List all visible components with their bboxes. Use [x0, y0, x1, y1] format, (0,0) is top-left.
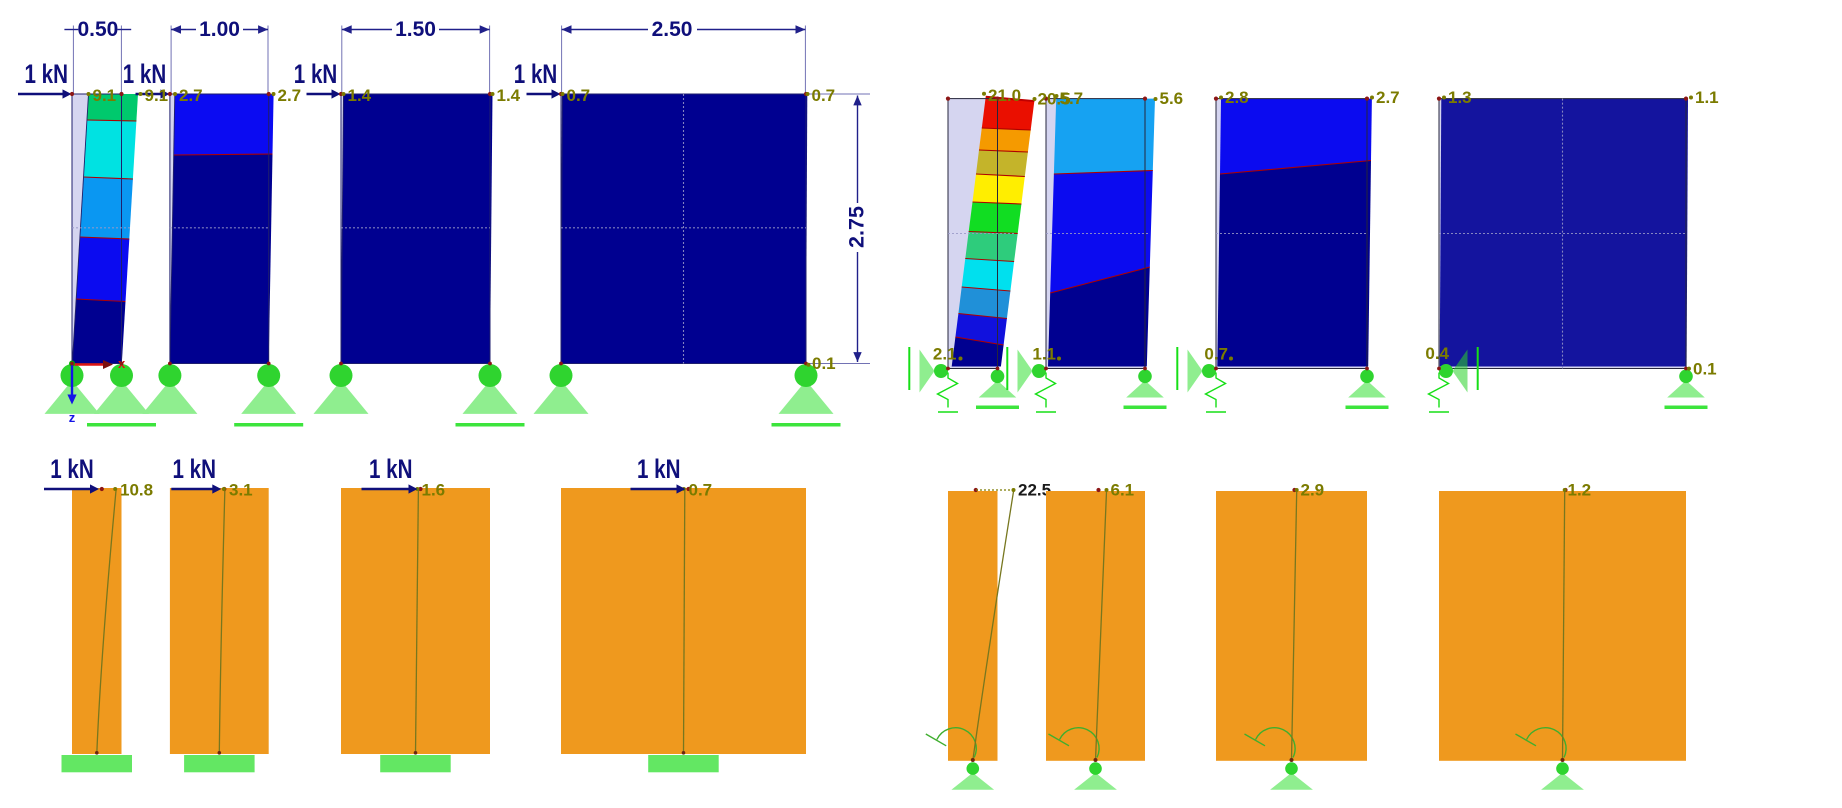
svg-text:0.7: 0.7 — [1204, 345, 1228, 364]
svg-text:20.5: 20.5 — [1038, 90, 1071, 109]
svg-text:2.1: 2.1 — [933, 345, 957, 364]
svg-text:z: z — [69, 410, 76, 425]
svg-text:1.50: 1.50 — [395, 18, 436, 41]
svg-text:0.50: 0.50 — [77, 18, 118, 41]
svg-text:1 kN: 1 kN — [25, 59, 69, 89]
svg-text:5.6: 5.6 — [1160, 89, 1184, 108]
svg-text:1.3: 1.3 — [1448, 88, 1472, 107]
svg-text:0.7: 0.7 — [689, 481, 713, 500]
svg-text:1 kN: 1 kN — [514, 59, 558, 89]
svg-text:1.4: 1.4 — [497, 86, 521, 105]
svg-text:1 kN: 1 kN — [637, 454, 681, 484]
svg-text:10.8: 10.8 — [120, 481, 153, 500]
svg-text:0.1: 0.1 — [1693, 360, 1717, 379]
svg-text:2.7: 2.7 — [1376, 88, 1400, 107]
svg-text:1.1: 1.1 — [1032, 345, 1056, 364]
svg-text:21.0: 21.0 — [988, 86, 1021, 105]
svg-text:1.6: 1.6 — [422, 481, 446, 500]
svg-text:1 kN: 1 kN — [50, 454, 94, 484]
svg-text:2.9: 2.9 — [1301, 481, 1325, 500]
svg-text:6.1: 6.1 — [1111, 481, 1135, 500]
svg-text:1.1: 1.1 — [1695, 88, 1719, 107]
svg-text:0.7: 0.7 — [812, 86, 836, 105]
svg-text:9.1: 9.1 — [93, 86, 117, 105]
svg-text:2.7: 2.7 — [278, 86, 302, 105]
svg-text:1.4: 1.4 — [348, 86, 372, 105]
svg-text:2.7: 2.7 — [179, 86, 203, 105]
svg-text:1 kN: 1 kN — [173, 454, 217, 484]
svg-text:0.1: 0.1 — [812, 354, 836, 373]
svg-text:0.7: 0.7 — [567, 86, 591, 105]
svg-text:2.50: 2.50 — [652, 18, 693, 41]
svg-text:2.8: 2.8 — [1225, 88, 1249, 107]
svg-text:5.7: 5.7 — [1060, 89, 1084, 108]
svg-text:1 kN: 1 kN — [369, 454, 413, 484]
svg-text:1.2: 1.2 — [1568, 481, 1592, 500]
svg-text:1.00: 1.00 — [199, 18, 240, 41]
svg-text:0.4: 0.4 — [1425, 344, 1449, 363]
svg-text:22.5: 22.5 — [1018, 481, 1051, 500]
svg-text:9.1: 9.1 — [145, 86, 169, 105]
svg-text:1 kN: 1 kN — [123, 59, 167, 89]
svg-text:3.1: 3.1 — [229, 481, 253, 500]
svg-text:1 kN: 1 kN — [294, 59, 338, 89]
svg-text:2.75: 2.75 — [844, 206, 868, 248]
